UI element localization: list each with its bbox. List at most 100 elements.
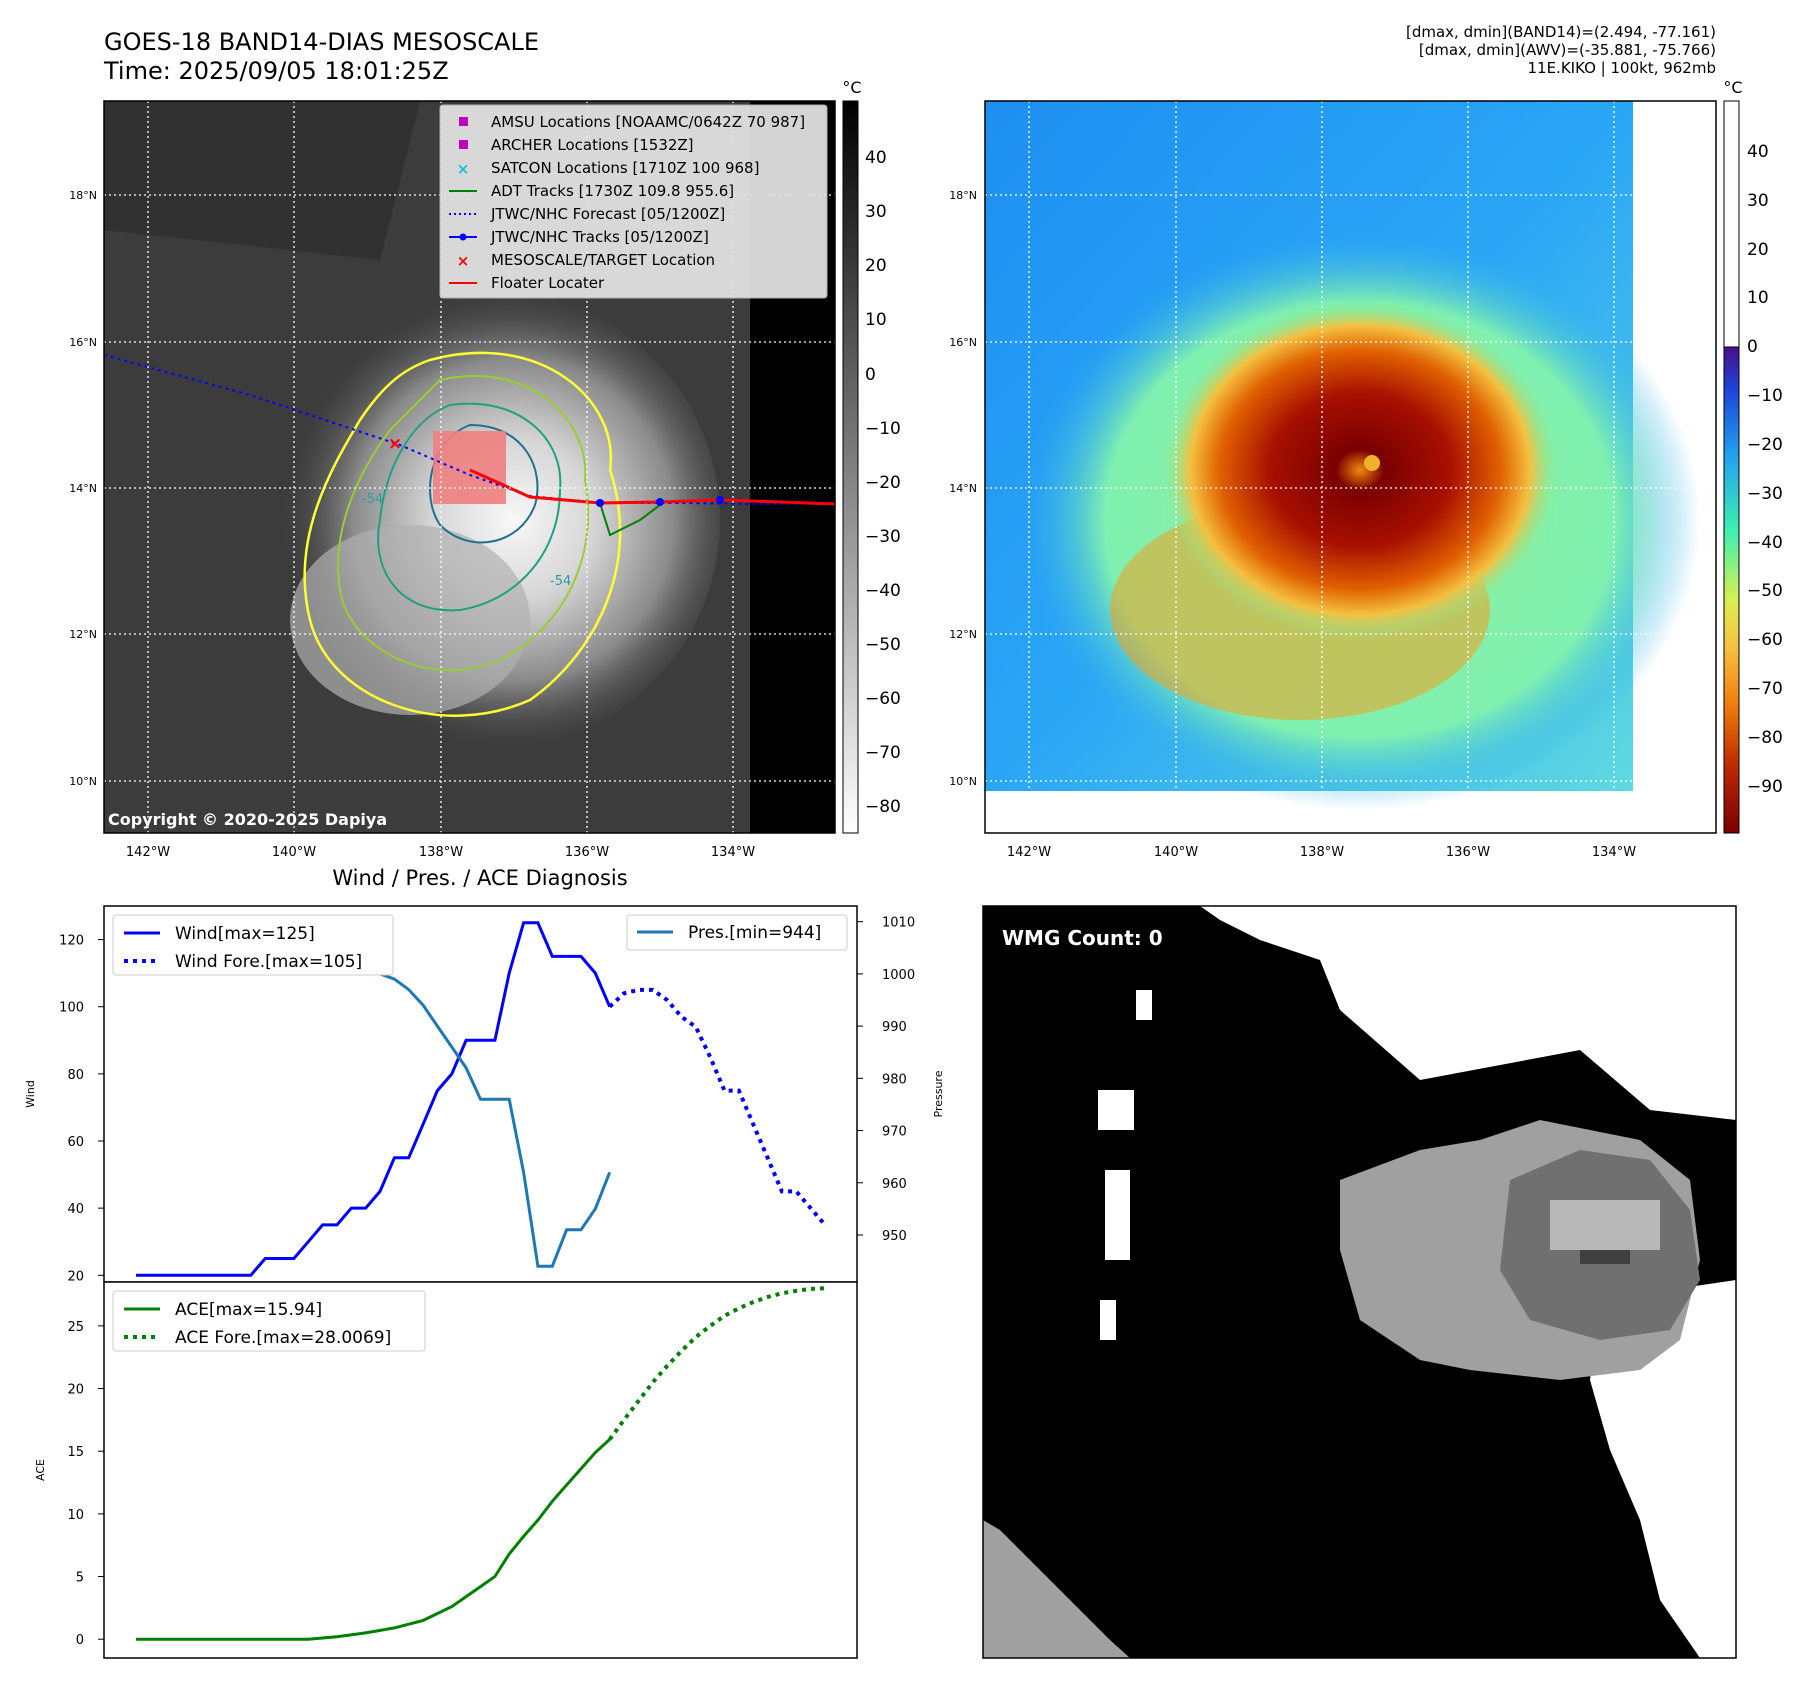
series-wind-max-125- (136, 921, 567, 1277)
colorbar-tick: −90 (1747, 777, 1783, 797)
colorbar-tick: −40 (865, 581, 901, 601)
contour-inner (429, 423, 539, 544)
track-point (596, 499, 604, 507)
wind-tick-label: 80 (67, 1068, 84, 1083)
legend-label-adt: ADT Tracks [1730Z 109.8 955.6] (491, 182, 734, 200)
colorbar-gray-unit: °C (842, 78, 861, 97)
contour-teal (377, 402, 562, 612)
outer-rainband (290, 525, 530, 715)
wind-tick-label: 20 (67, 1269, 84, 1284)
colorbar-tick: 40 (865, 148, 887, 168)
ace-legend: ACE[max=15.94] ACE Fore.[max=28.0069] (112, 1290, 426, 1352)
data-range-info: [dmax, dmin](BAND14)=(2.494, -77.161) [d… (1196, 23, 1716, 77)
series-wind-max-125-tail- (566, 954, 612, 1008)
pressure-tick-label: 1000 (882, 968, 915, 983)
lon-label: 138°W (419, 845, 463, 860)
colorbar-tick: −70 (865, 743, 901, 763)
colorbar-tick: 10 (865, 310, 887, 330)
wmg-frame (982, 905, 1737, 1659)
legend-marker-target: × (457, 252, 470, 270)
legend-label-amsu: AMSU Locations [NOAAMC/0642Z 70 987] (491, 113, 805, 131)
pressure-axis-label: Pressure (932, 1070, 945, 1117)
pressure-tick-label: 990 (882, 1020, 907, 1035)
info-line-2: [dmax, dmin](AWV)=(-35.881, -75.766) (1418, 41, 1716, 59)
storm-eye (1364, 455, 1380, 471)
colorbar-tick: −20 (865, 473, 901, 493)
ace-axis-label: ACE (34, 1459, 47, 1481)
colorbar-tick: −60 (1747, 630, 1783, 650)
colorbar-tick: 0 (1747, 337, 1758, 357)
wmg-clear-region-right (1590, 1280, 1736, 1658)
ace-left-ticks: 0 5 10 15 20 25 (67, 1320, 104, 1648)
ir-lat-labels: 18°N 16°N 14°N 12°N 10°N (69, 189, 97, 788)
wmg-clear-patch (1136, 990, 1152, 1020)
pressure-tick-label: 950 (882, 1229, 907, 1244)
wind-axis-label: Wind (24, 1080, 37, 1108)
pressure-tick-label: 970 (882, 1125, 907, 1140)
wmg-clear-patch (1105, 1170, 1130, 1260)
legend-label-wind: Wind[max=125] (175, 924, 315, 944)
lat-label: 16°N (69, 336, 97, 349)
ir-dark-cloud-band (104, 101, 420, 260)
colorbar-tick: 20 (1747, 240, 1769, 260)
wmg-panel: WMG Count: 0 (982, 905, 1737, 1659)
colorbar-tick: −80 (865, 797, 901, 817)
copyright-text: Copyright © 2020-2025 Dapiya (108, 810, 387, 829)
colorbar-white-section (1723, 100, 1740, 348)
pressure-tick-label: 980 (882, 1072, 907, 1087)
wmg-clear-patch (1098, 1090, 1134, 1130)
colorbar-tick: 30 (1747, 191, 1769, 211)
colorbar-rainbow-unit: °C (1723, 78, 1742, 97)
enhanced-ir-panel: 18°N 16°N 14°N 12°N 10°N 142°W 140°W 138… (949, 78, 1783, 860)
legend-label-tracks: JTWC/NHC Tracks [05/1200Z] (490, 228, 709, 246)
legend-label-forecast: JTWC/NHC Forecast [05/1200Z] (490, 205, 725, 223)
series-ace-max-15-94- (136, 1438, 611, 1641)
lon-label: 140°W (1154, 845, 1198, 860)
lon-label: 142°W (1007, 845, 1051, 860)
track-point (716, 496, 724, 504)
ace-tick-label: 5 (76, 1571, 84, 1586)
colorbar-tick: 20 (865, 256, 887, 276)
enhanced-map-frame (984, 100, 1717, 834)
legend-marker-archer (459, 140, 468, 149)
colorbar-tick: 0 (865, 365, 876, 385)
legend-label-satcon: SATCON Locations [1710Z 100 968] (491, 159, 759, 177)
ace-tick-label: 10 (67, 1508, 84, 1523)
ir-map-frame (103, 100, 836, 834)
contour-lightgreen (337, 375, 590, 672)
wmg-corner-region (983, 1520, 1130, 1658)
ace-tick-label: 20 (67, 1383, 84, 1398)
colorbar-tick: −50 (1747, 581, 1783, 601)
pressure-legend: Pres.[min=944] (626, 914, 848, 951)
enhanced-gridlines (985, 101, 1716, 833)
colorbar-gray (842, 100, 859, 834)
colorbar-tick: 10 (1747, 288, 1769, 308)
colorbar-tick: −60 (865, 689, 901, 709)
colorbar-gray-ticks: 40 30 20 10 0 −10 −20 −30 −40 −50 −60 −7… (865, 148, 901, 817)
adt-track-line (599, 502, 661, 537)
colorbar-tick: −10 (1747, 386, 1783, 406)
mesoscale-target-box (433, 431, 506, 504)
lon-label: 136°W (1446, 845, 1490, 860)
colorbar-tick: −30 (865, 527, 901, 547)
pressure-right-ticks: 950 960 970 980 990 1000 1010 (857, 916, 915, 1244)
enhanced-lon-labels: 142°W 140°W 138°W 136°W 134°W (1007, 845, 1636, 860)
enhanced-lat-labels: 18°N 16°N 14°N 12°N 10°N (949, 189, 977, 788)
ace-tick-label: 25 (67, 1320, 84, 1335)
lon-label: 138°W (1300, 845, 1344, 860)
contour-label-2: -54 (550, 574, 571, 589)
lat-label: 14°N (69, 482, 97, 495)
wmg-clear-patch (1100, 1300, 1116, 1340)
lat-label: 18°N (949, 189, 977, 202)
legend-label-ace-forecast: ACE Fore.[max=28.0069] (175, 1328, 391, 1348)
info-line-1: [dmax, dmin](BAND14)=(2.494, -77.161) (1405, 23, 1716, 41)
colorbar-tick: −70 (1747, 679, 1783, 699)
chart-title: GOES-18 BAND14-DIAS MESOSCALE Time: 2025… (104, 28, 539, 86)
colorbar-tick: −40 (1747, 533, 1783, 553)
ir-lon-labels: 142°W 140°W 138°W 136°W 134°W (126, 845, 755, 860)
legend-marker-satcon: × (457, 160, 470, 178)
legend-label-ace: ACE[max=15.94] (175, 1300, 322, 1320)
colorbar-rainbow (1723, 346, 1740, 834)
wmg-count-label: WMG Count: 0 (1002, 926, 1163, 950)
wmg-clear-region-top (1200, 906, 1736, 1120)
